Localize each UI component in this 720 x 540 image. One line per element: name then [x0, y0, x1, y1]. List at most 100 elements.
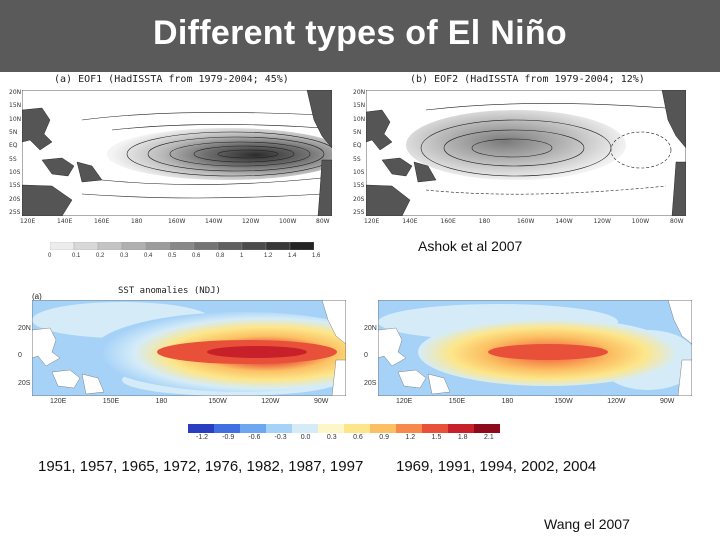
lon-tick-label: 160W: [517, 218, 535, 225]
lon-tick-label: 80W: [316, 218, 330, 225]
lat-tick-label: 15S: [353, 182, 365, 190]
modoki-years: 1969, 1991, 1994, 2002, 2004: [396, 458, 597, 475]
grayscale-swatch: [121, 242, 147, 250]
sst-colorbar-swatch: [318, 424, 344, 433]
lat-tick-label: 15N: [9, 102, 22, 110]
sst-colorbar-label: 0.0: [300, 434, 311, 441]
grayscale-swatch: [241, 242, 267, 250]
lat-tick-label: 10N: [9, 115, 22, 123]
grayscale-colorbar: 0 0.1 0.2 0.3 0.4 0.5 0.6 0.8 1 1.2 1.4 1.6: [48, 242, 320, 266]
grayscale-colorbar-label: 0.5: [168, 253, 177, 259]
lon-tick-label: 140W: [555, 218, 573, 225]
sst-colorbar-label: 0.3: [326, 434, 337, 441]
wang-modoki-map: [378, 300, 692, 396]
lon-tick-label: 160E: [440, 218, 456, 225]
lat-tick-label: 5N: [353, 129, 362, 136]
sst-colorbar-swatch: [370, 424, 396, 433]
sst-colorbar-swatch: [188, 424, 214, 433]
wang-panel-a-title: SST anomalies (NDJ): [118, 286, 221, 296]
sst-colorbar-label: 0.6: [353, 434, 363, 441]
wang-panel-a: (a) SST anomalies (NDJ) 20N 0 20S: [18, 284, 358, 420]
sst-colorbar-swatch: [448, 424, 474, 433]
grayscale-colorbar-label: 0: [48, 253, 52, 259]
wang-lon-tick-label: 90W: [314, 398, 329, 405]
lon-tick-label: 80W: [670, 218, 684, 225]
wang-panel-b: 20N 0 20S 120E 150E 180 150W 120W 90W: [360, 296, 696, 420]
wang-lon-tick-label: 150E: [448, 398, 466, 405]
grayscale-colorbar-label: 0.6: [192, 253, 201, 259]
sst-colorbar-label: 0.9: [379, 434, 389, 441]
eof2-panel: (b) EOF2 (HadISSTA from 1979-2004; 12%) …: [352, 72, 692, 232]
eof2-map: [366, 90, 686, 216]
wang-credit: Wang el 2007: [544, 516, 630, 532]
lon-tick-label: 140E: [402, 218, 418, 225]
sst-colorbar-label: -0.6: [248, 434, 261, 441]
wang-lon-tick-label: 120E: [50, 398, 67, 405]
eof1-map: [22, 90, 332, 216]
eof2-title: (b) EOF2 (HadISSTA from 1979-2004; 12%): [410, 74, 645, 85]
ashok-credit: Ashok et al 2007: [418, 238, 523, 254]
grayscale-colorbar-label: 0.1: [72, 253, 81, 259]
wang-lat-tick-label: 20S: [18, 379, 31, 387]
sst-colorbar-label: -1.2: [196, 434, 209, 441]
lon-tick-label: 100W: [279, 218, 297, 225]
sst-colorbar-swatch: [266, 424, 292, 433]
lat-tick-label: 15S: [9, 182, 21, 190]
lon-tick-label: 160W: [168, 218, 186, 225]
sst-colorbar-label: -0.3: [274, 434, 287, 441]
title-bar: Different types of El Niño: [0, 0, 720, 72]
grayscale-swatch: [217, 242, 243, 250]
wang-lat-tick-label: 20N: [364, 324, 377, 332]
lat-tick-label: 20N: [9, 89, 22, 96]
lon-tick-label: 120W: [242, 218, 260, 225]
grayscale-swatch: [265, 242, 291, 250]
lon-tick-label: 140E: [57, 218, 73, 225]
grayscale-colorbar-swatches: [50, 242, 314, 250]
grayscale-swatch: [97, 242, 123, 250]
sst-colorbar: -1.2 -0.9 -0.6 -0.3 0.0 0.3 0.6 0.9 1.2 1.5 1.8 2.1: [188, 424, 500, 444]
lat-tick-label: 25S: [353, 209, 365, 216]
lat-tick-label: EQ: [9, 142, 18, 150]
wang-lon-tick-label: 150W: [208, 398, 227, 405]
wang-lon-tick-label: 120W: [607, 398, 626, 405]
lon-tick-label: 180: [478, 218, 491, 225]
lon-tick-label: 120E: [20, 218, 36, 225]
lat-tick-label: 10S: [353, 169, 365, 176]
grayscale-colorbar-label: 1: [240, 253, 244, 259]
grayscale-colorbar-label: 1.2: [264, 253, 273, 259]
sst-colorbar-label: 1.2: [405, 434, 416, 441]
eof1-panel: (a) EOF1 (HadISSTA from 1979-2004; 45%) …: [8, 72, 338, 232]
eof1-title: (a) EOF1 (HadISSTA from 1979-2004; 45%): [54, 74, 289, 85]
wang-lon-tick-label: 180: [501, 398, 514, 405]
grayscale-colorbar-label: 1.4: [288, 253, 297, 259]
sst-colorbar-swatch: [214, 424, 240, 433]
lon-tick-label: 120E: [364, 218, 380, 225]
grayscale-colorbar-label: 0.2: [96, 253, 105, 259]
sst-colorbar-swatch: [292, 424, 318, 433]
grayscale-swatch: [73, 242, 99, 250]
sst-colorbar-swatch: [396, 424, 422, 433]
wang-lon-tick-label: 120W: [261, 398, 280, 405]
wang-lon-tick-label: 120E: [396, 398, 413, 405]
wang-lat-tick-label: 20S: [364, 379, 377, 387]
sst-colorbar-swatch: [474, 424, 500, 433]
wang-lon-tick-label: 90W: [660, 398, 675, 405]
sst-colorbar-swatch: [422, 424, 448, 433]
grayscale-colorbar-label: 0.8: [216, 253, 225, 259]
sst-colorbar-swatch: [240, 424, 266, 433]
sst-colorbar-label: 1.8: [457, 434, 468, 441]
sst-colorbar-label: 2.1: [484, 434, 494, 441]
grayscale-swatch: [289, 242, 314, 250]
wang-lat-tick-label: 0: [18, 351, 22, 359]
wang-lon-tick-label: 150W: [554, 398, 573, 405]
wang-lat-tick-label: 0: [364, 351, 368, 359]
lat-tick-label: 20N: [353, 89, 366, 96]
lat-tick-label: 5S: [9, 155, 17, 163]
lat-tick-label: 10S: [9, 169, 21, 176]
lat-tick-label: 25S: [9, 209, 21, 216]
sst-colorbar-swatch: [344, 424, 370, 433]
grayscale-swatch: [169, 242, 195, 250]
lon-tick-label: 180: [131, 218, 143, 225]
grayscale-swatch: [145, 242, 171, 250]
lon-tick-label: 160E: [94, 218, 110, 225]
